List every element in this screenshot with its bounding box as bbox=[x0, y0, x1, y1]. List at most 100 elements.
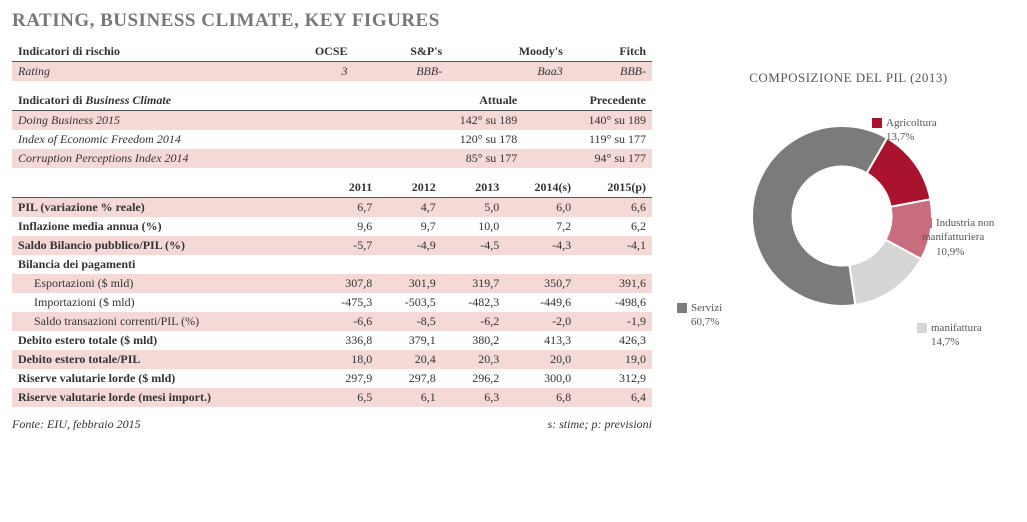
figure-cell: 20,4 bbox=[378, 350, 442, 369]
figure-cell: 18,0 bbox=[315, 350, 379, 369]
climate-header-text: Indicatori di bbox=[18, 93, 82, 107]
legend-item: Agricoltura 13,7% bbox=[872, 116, 937, 145]
legend-pct: 13,7% bbox=[886, 131, 914, 143]
climate-row-label: Index of Economic Freedom 2014 bbox=[12, 130, 350, 149]
figure-cell: -8,5 bbox=[378, 312, 442, 331]
risk-header-label: Indicatori di rischio bbox=[12, 42, 257, 62]
figure-row-label: PIL (variazione % reale) bbox=[12, 198, 315, 218]
figure-cell: 5,0 bbox=[442, 198, 506, 218]
legend-swatch bbox=[677, 303, 687, 313]
risk-val-3: BBB- bbox=[569, 62, 652, 82]
figure-cell bbox=[378, 255, 442, 274]
risk-row-label: Rating bbox=[12, 62, 257, 82]
figure-cell: -503,5 bbox=[378, 293, 442, 312]
figure-cell bbox=[577, 255, 652, 274]
figure-cell: 6,4 bbox=[577, 388, 652, 407]
legend-label: Servizi bbox=[691, 302, 722, 314]
figure-row-label: Saldo transazioni correnti/PIL (%) bbox=[12, 312, 315, 331]
figures-table: 2011 2012 2013 2014(s) 2015(p) PIL (vari… bbox=[12, 178, 652, 407]
figure-cell: 336,8 bbox=[315, 331, 379, 350]
figure-cell: 9,6 bbox=[315, 217, 379, 236]
figure-cell: 6,7 bbox=[315, 198, 379, 218]
figure-cell: 380,2 bbox=[442, 331, 506, 350]
figure-cell: 296,2 bbox=[442, 369, 506, 388]
figure-cell: 297,8 bbox=[378, 369, 442, 388]
figure-cell: -6,6 bbox=[315, 312, 379, 331]
climate-col-prev: Precedente bbox=[523, 91, 652, 111]
figure-cell: 10,0 bbox=[442, 217, 506, 236]
figure-cell: 7,2 bbox=[505, 217, 577, 236]
figure-cell: 379,1 bbox=[378, 331, 442, 350]
figure-cell: -4,3 bbox=[505, 236, 577, 255]
legend-item: manifattura 14,7% bbox=[917, 321, 982, 350]
year-col-3: 2014(s) bbox=[505, 178, 577, 198]
legend-pct: 14,7% bbox=[931, 336, 959, 348]
legend-pct: 10,9% bbox=[936, 246, 964, 258]
climate-row-current: 142° su 189 bbox=[395, 111, 524, 131]
figure-row-label: Debito estero totale ($ mld) bbox=[12, 331, 315, 350]
climate-row-label: Corruption Perceptions Index 2014 bbox=[12, 149, 350, 168]
legend-swatch bbox=[922, 218, 932, 228]
legend-label: Agricoltura bbox=[886, 117, 937, 129]
figure-cell: 6,0 bbox=[505, 198, 577, 218]
figure-row-label: Saldo Bilancio pubblico/PIL (%) bbox=[12, 236, 315, 255]
figure-cell: -482,3 bbox=[442, 293, 506, 312]
risk-col-0: OCSE bbox=[257, 42, 353, 62]
figure-row-label: Esportazioni ($ mld) bbox=[12, 274, 315, 293]
figure-cell bbox=[315, 255, 379, 274]
figure-cell: 413,3 bbox=[505, 331, 577, 350]
climate-row-label: Doing Business 2015 bbox=[12, 111, 350, 131]
year-col-0: 2011 bbox=[315, 178, 379, 198]
risk-val-2: Baa3 bbox=[448, 62, 569, 82]
figure-cell: 301,9 bbox=[378, 274, 442, 293]
figure-cell: -4,9 bbox=[378, 236, 442, 255]
source-text: Fonte: EIU, febbraio 2015 bbox=[12, 417, 141, 432]
legend-swatch bbox=[872, 118, 882, 128]
figure-cell: 312,9 bbox=[577, 369, 652, 388]
risk-col-2: Moody's bbox=[448, 42, 569, 62]
climate-row-prev: 94° su 177 bbox=[523, 149, 652, 168]
figure-row-label: Riserve valutarie lorde ($ mld) bbox=[12, 369, 315, 388]
year-col-2: 2013 bbox=[442, 178, 506, 198]
figure-row-label: Debito estero totale/PIL bbox=[12, 350, 315, 369]
figure-cell: -1,9 bbox=[577, 312, 652, 331]
figure-row-label: Riserve valutarie lorde (mesi import.) bbox=[12, 388, 315, 407]
climate-row-current: 120° su 178 bbox=[395, 130, 524, 149]
figure-cell: 4,7 bbox=[378, 198, 442, 218]
donut-chart: Agricoltura 13,7% Industria non manifattur… bbox=[682, 106, 1002, 406]
chart-title: COMPOSIZIONE DEL PIL (2013) bbox=[682, 70, 1015, 86]
figure-cell: 297,9 bbox=[315, 369, 379, 388]
figure-cell: -4,1 bbox=[577, 236, 652, 255]
legend-label: Industria non manifatturiera bbox=[922, 217, 994, 243]
figure-cell: 300,0 bbox=[505, 369, 577, 388]
figure-cell: 9,7 bbox=[378, 217, 442, 236]
risk-val-0: 3 bbox=[257, 62, 353, 82]
figure-cell: 391,6 bbox=[577, 274, 652, 293]
figure-cell: 20,0 bbox=[505, 350, 577, 369]
figure-cell bbox=[442, 255, 506, 274]
figure-cell: -6,2 bbox=[442, 312, 506, 331]
figure-row-label: Bilancia dei pagamenti bbox=[12, 255, 315, 274]
legend-swatch bbox=[917, 323, 927, 333]
figure-cell: 19,0 bbox=[577, 350, 652, 369]
figure-cell: -5,7 bbox=[315, 236, 379, 255]
risk-table: Indicatori di rischio OCSE S&P's Moody's… bbox=[12, 42, 652, 81]
figure-cell: 307,8 bbox=[315, 274, 379, 293]
figure-cell: 20,3 bbox=[442, 350, 506, 369]
figure-cell: 6,5 bbox=[315, 388, 379, 407]
legend-label: manifattura bbox=[931, 322, 982, 334]
climate-header: Indicatori di Business Climate bbox=[12, 91, 350, 111]
year-col-1: 2012 bbox=[378, 178, 442, 198]
legend-item: Servizi 60,7% bbox=[677, 301, 722, 330]
climate-header-emph: Business Climate bbox=[85, 93, 171, 107]
climate-col-current: Attuale bbox=[395, 91, 524, 111]
risk-col-3: Fitch bbox=[569, 42, 652, 62]
figure-cell: -498,6 bbox=[577, 293, 652, 312]
figure-cell: 319,7 bbox=[442, 274, 506, 293]
risk-val-1: BBB- bbox=[354, 62, 449, 82]
legend-pct: 60,7% bbox=[691, 316, 719, 328]
figure-cell bbox=[505, 255, 577, 274]
figure-cell: 6,3 bbox=[442, 388, 506, 407]
figure-cell: 426,3 bbox=[577, 331, 652, 350]
figure-row-label: Importazioni ($ mld) bbox=[12, 293, 315, 312]
